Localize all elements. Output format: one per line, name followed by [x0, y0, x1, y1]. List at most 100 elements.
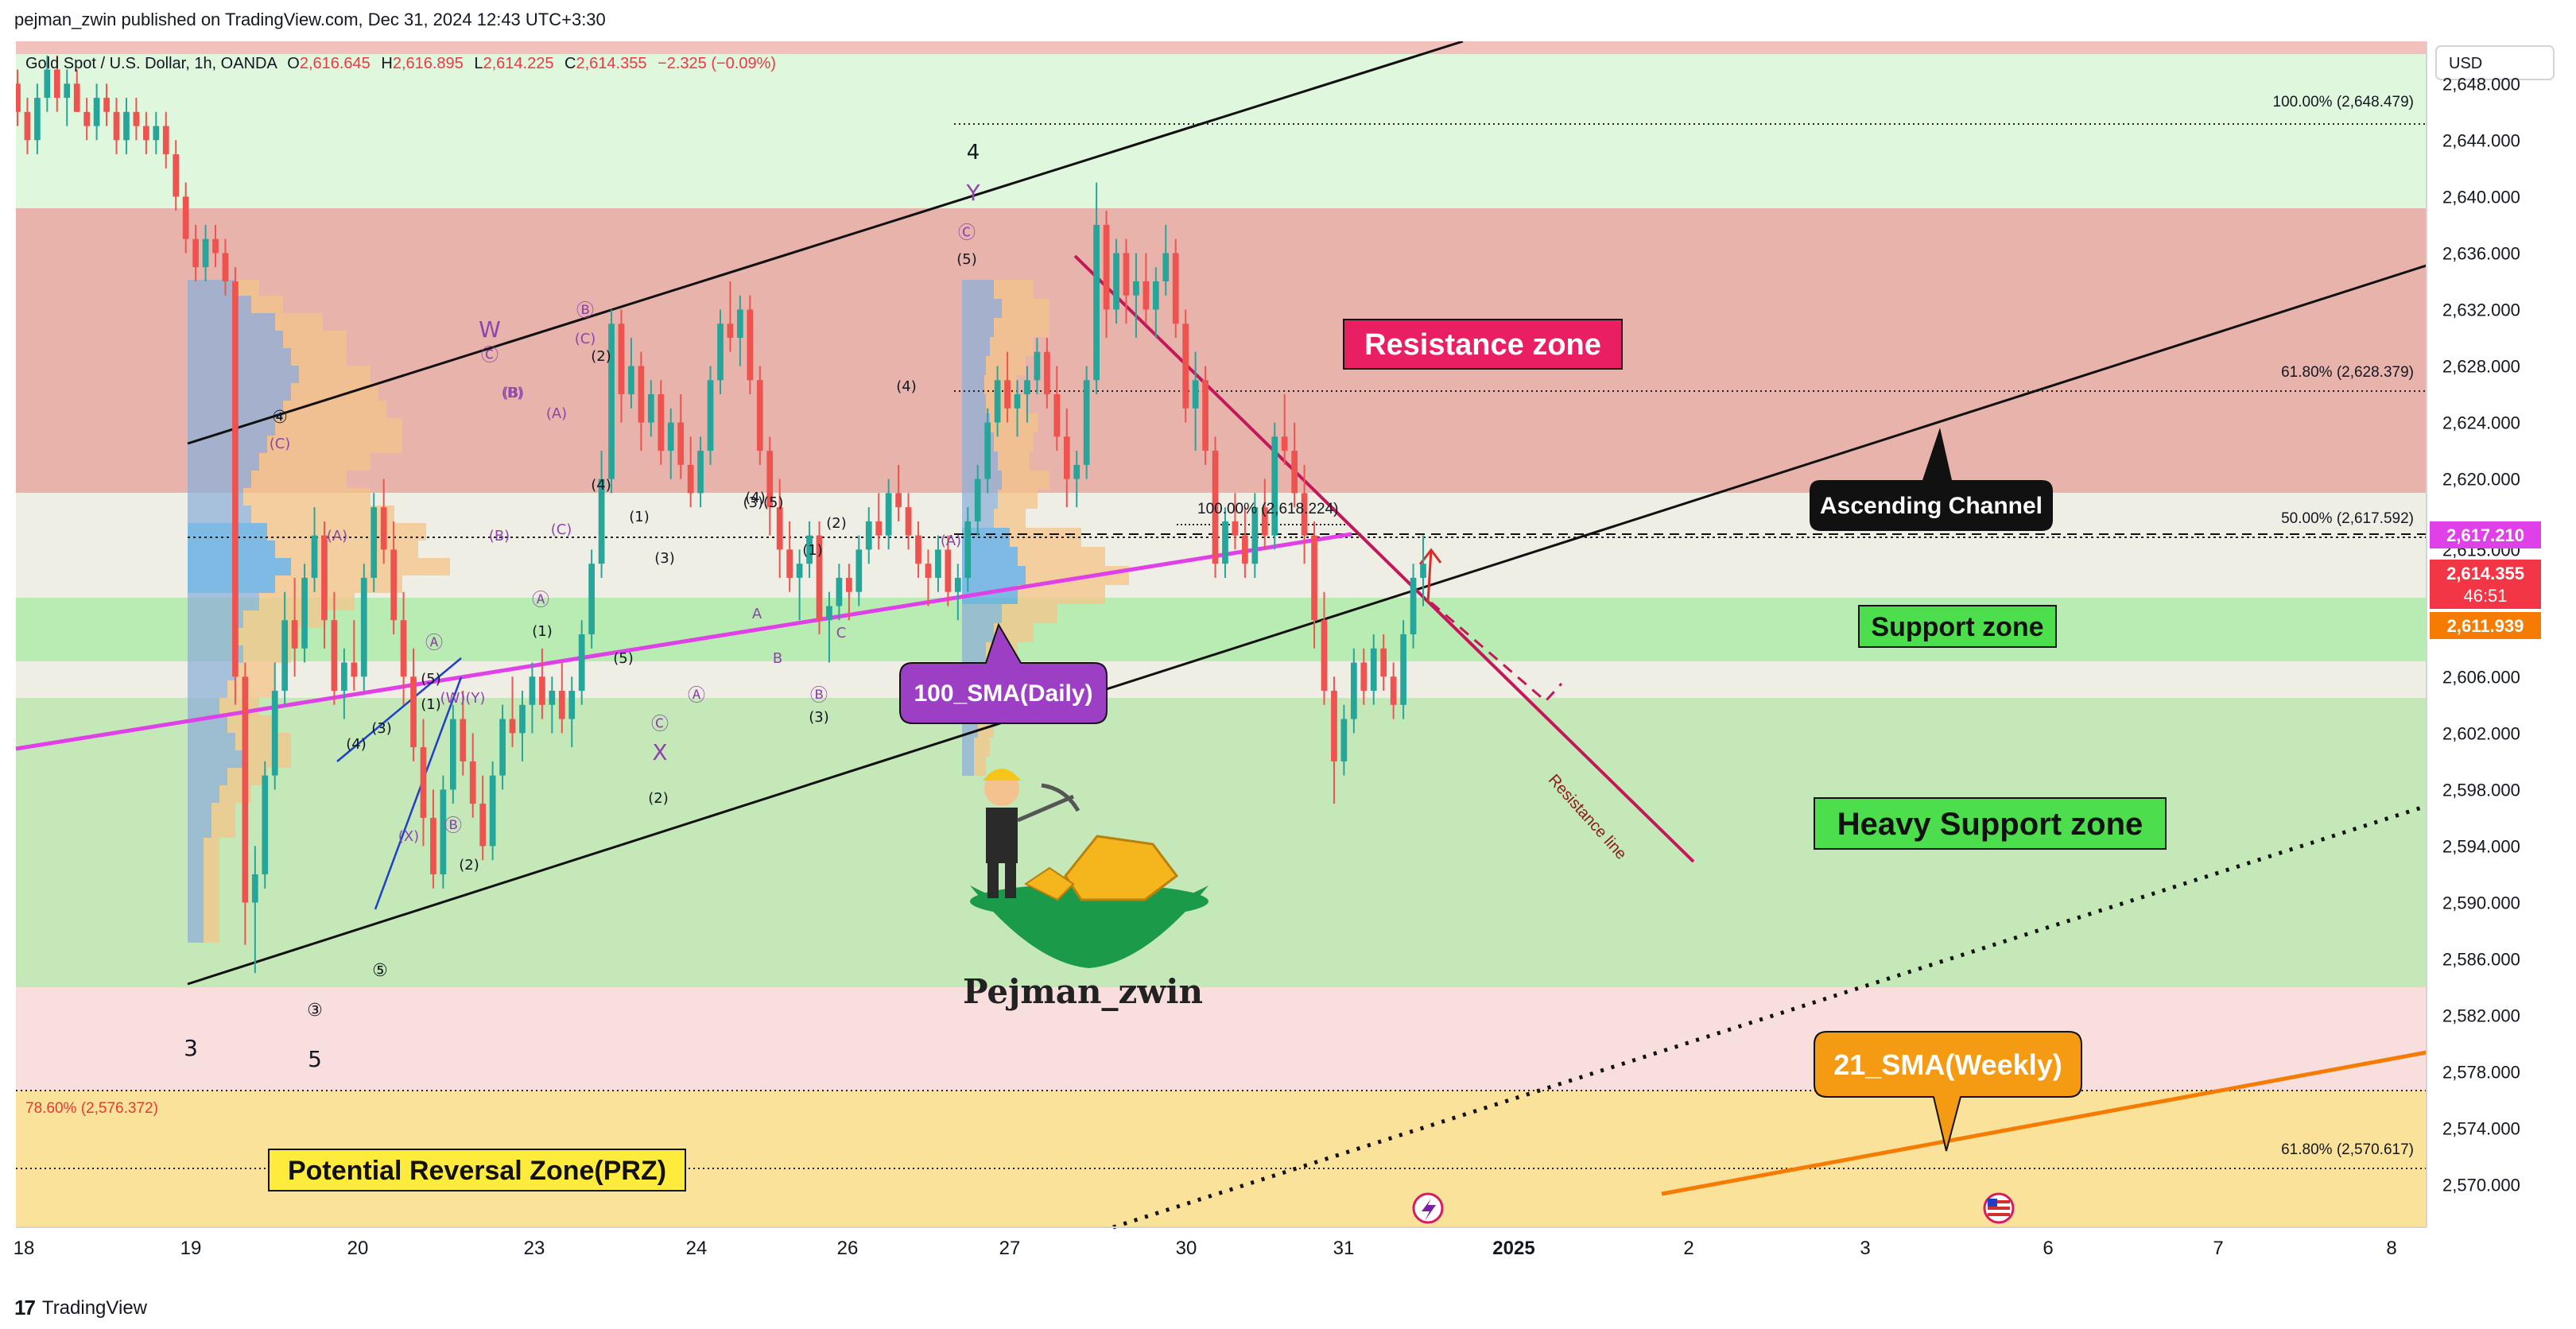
candle-body: [1331, 691, 1337, 761]
tradingview-brand[interactable]: 17 TradingView: [14, 1296, 147, 1320]
candle-body: [1390, 676, 1397, 705]
candle-body: [251, 874, 258, 903]
candle: [786, 521, 793, 592]
candle-body: [677, 422, 685, 465]
candle-body: [1301, 493, 1308, 536]
chart-area[interactable]: 4YⒸ(5)WⒸⒷ(C)(2)④(C)(B)(A)(A) (B) (C)Ⓐ(1)(4…: [0, 41, 2576, 1284]
candle-body: [301, 577, 308, 649]
candle: [123, 98, 130, 155]
price-axis[interactable]: USD 2,570.000 2,574.000 2,578.000 2,582.000…: [2426, 41, 2555, 1227]
candle: [1123, 238, 1130, 324]
candle-body: [499, 719, 506, 776]
candle: [301, 564, 308, 663]
candle: [647, 380, 654, 437]
wave-label: Ⓑ: [810, 686, 828, 706]
candle: [489, 761, 496, 861]
candle: [232, 267, 239, 705]
tradingview-wordmark: TradingView: [41, 1296, 147, 1319]
wave-label: (1): [532, 623, 553, 640]
candle-body: [766, 451, 774, 508]
candle: [1400, 620, 1406, 719]
candle: [34, 83, 41, 155]
candle-body: [202, 238, 209, 268]
symbol-info: Gold Spot / U.S. Dollar, 1h, OANDA O2,61…: [25, 55, 776, 72]
x-tick-label: 24: [686, 1238, 708, 1259]
candle: [420, 719, 427, 847]
candle: [1321, 591, 1328, 705]
candle-body: [519, 704, 526, 734]
candle-body: [103, 98, 110, 112]
wave-label: ④: [272, 408, 288, 428]
candle-body: [796, 564, 803, 578]
candle-body: [489, 775, 496, 847]
candle: [1291, 422, 1298, 508]
candle-body: [598, 479, 605, 564]
candle: [331, 591, 338, 705]
candle-body: [469, 761, 476, 804]
candle: [697, 436, 704, 508]
candle: [16, 69, 21, 126]
candle: [984, 408, 991, 494]
candle: [1380, 634, 1387, 692]
candle-body: [420, 747, 427, 818]
wave-label: (1): [421, 696, 441, 713]
y-tick-label: 2,606.000: [2442, 667, 2520, 687]
x-tick-label: 31: [1333, 1238, 1355, 1259]
fib-labels: 100.00% (2,648.479) 61.80% (2,628.379) 5…: [25, 94, 2414, 1158]
candle: [737, 295, 743, 366]
wave-label: (W)(Y): [440, 690, 486, 707]
candle-body: [1251, 507, 1259, 564]
candle: [568, 676, 576, 748]
price-labels: 2,617.210 2,614.355 46:51 2,611.939: [2430, 521, 2541, 639]
candle: [1360, 648, 1368, 705]
candle: [173, 140, 180, 211]
candle: [638, 351, 645, 451]
candle-body: [281, 620, 289, 692]
candle: [727, 281, 734, 352]
candle: [460, 691, 467, 776]
candle-body: [994, 380, 1001, 423]
open-label: O: [287, 55, 300, 72]
candle-body: [964, 521, 972, 578]
close-label: C: [564, 55, 576, 72]
candle: [717, 309, 724, 395]
candle: [182, 182, 189, 254]
candle: [766, 436, 774, 536]
y-tick-label: 2,644.000: [2442, 130, 2520, 150]
high-label: H: [381, 55, 392, 72]
candle: [1152, 267, 1159, 338]
candle-body: [341, 662, 347, 692]
candle-body: [1420, 564, 1426, 578]
candle-body: [568, 691, 576, 719]
candle-body: [539, 676, 545, 705]
candle-body: [1370, 648, 1377, 692]
candle-body: [1073, 464, 1080, 479]
wave-label: (3): [654, 550, 675, 567]
candle-body: [578, 634, 585, 692]
candle-body: [895, 493, 902, 508]
candle: [212, 224, 219, 268]
event-icons[interactable]: [1412, 1192, 2015, 1224]
candle-body: [836, 577, 843, 606]
wave-label: Ⓒ: [651, 715, 669, 734]
svg-text:Heavy Support zone: Heavy Support zone: [1837, 807, 2143, 842]
candle: [1014, 380, 1021, 437]
svg-text:Ascending Channel: Ascending Channel: [1820, 493, 2043, 519]
candle: [360, 564, 367, 692]
candle-body: [173, 154, 180, 197]
candle-body: [410, 676, 417, 748]
candle: [915, 521, 921, 578]
candle-body: [460, 719, 467, 761]
candle: [351, 620, 358, 692]
candle: [469, 733, 476, 818]
candle-body: [1083, 380, 1090, 465]
candle: [667, 408, 674, 479]
candle: [796, 549, 803, 621]
candle: [262, 761, 269, 889]
candle-body: [667, 422, 674, 451]
candle-body: [262, 775, 269, 874]
time-axis[interactable]: 18 19 20 23 24 26 27 30 31 2025 2 3 6 7 8: [14, 1226, 2427, 1259]
candle: [1192, 351, 1199, 451]
candle-body: [123, 111, 130, 141]
candle: [945, 535, 952, 606]
